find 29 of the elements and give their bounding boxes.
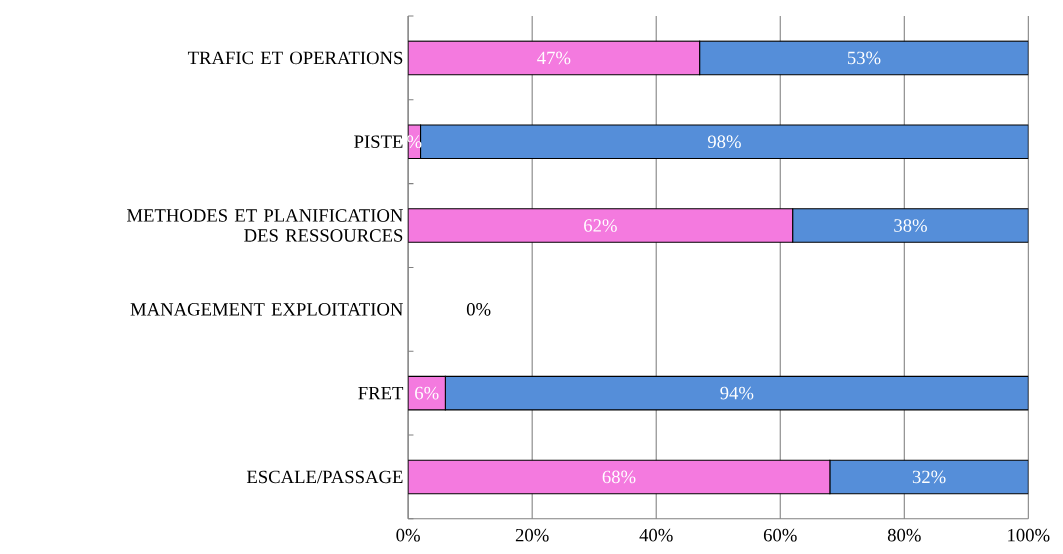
y-tick-label: FRET [358,387,404,400]
data-label: 68% [602,470,636,484]
bar [792,208,1029,244]
x-tick-label: 0% [396,529,420,542]
data-label: 38% [894,219,927,233]
y-tick-label: ESCALE/PASSAGE [246,470,403,484]
data-label: 0% [466,303,491,316]
y-tick-label: PISTE [354,135,403,149]
bar [444,376,1029,411]
data-label: 62% [584,219,617,233]
x-tick-label: 100% [1008,529,1050,542]
bar [408,208,794,244]
x-tick-label: 60% [763,529,797,542]
bar [829,459,1029,495]
data-label: 98% [707,135,741,149]
x-tick-label: 80% [887,529,921,542]
data-label: 53% [847,51,881,65]
bar [408,40,701,76]
data-label: 6% [415,387,439,400]
data-label: 47% [537,51,571,65]
data-label: 32% [912,470,946,484]
y-tick-label: MANAGEMENT EXPLOITATION [130,303,403,316]
y-tick-label: METHODES ET PLANIFICATION DES RESSOURCES [127,209,403,243]
data-label: 94% [720,387,754,400]
x-tick-label: 40% [639,529,673,542]
bar [408,459,831,495]
x-tick-label: 20% [515,529,549,542]
bar [699,40,1029,76]
y-tick-label: TRAFIC ET OPERATIONS [187,51,403,65]
